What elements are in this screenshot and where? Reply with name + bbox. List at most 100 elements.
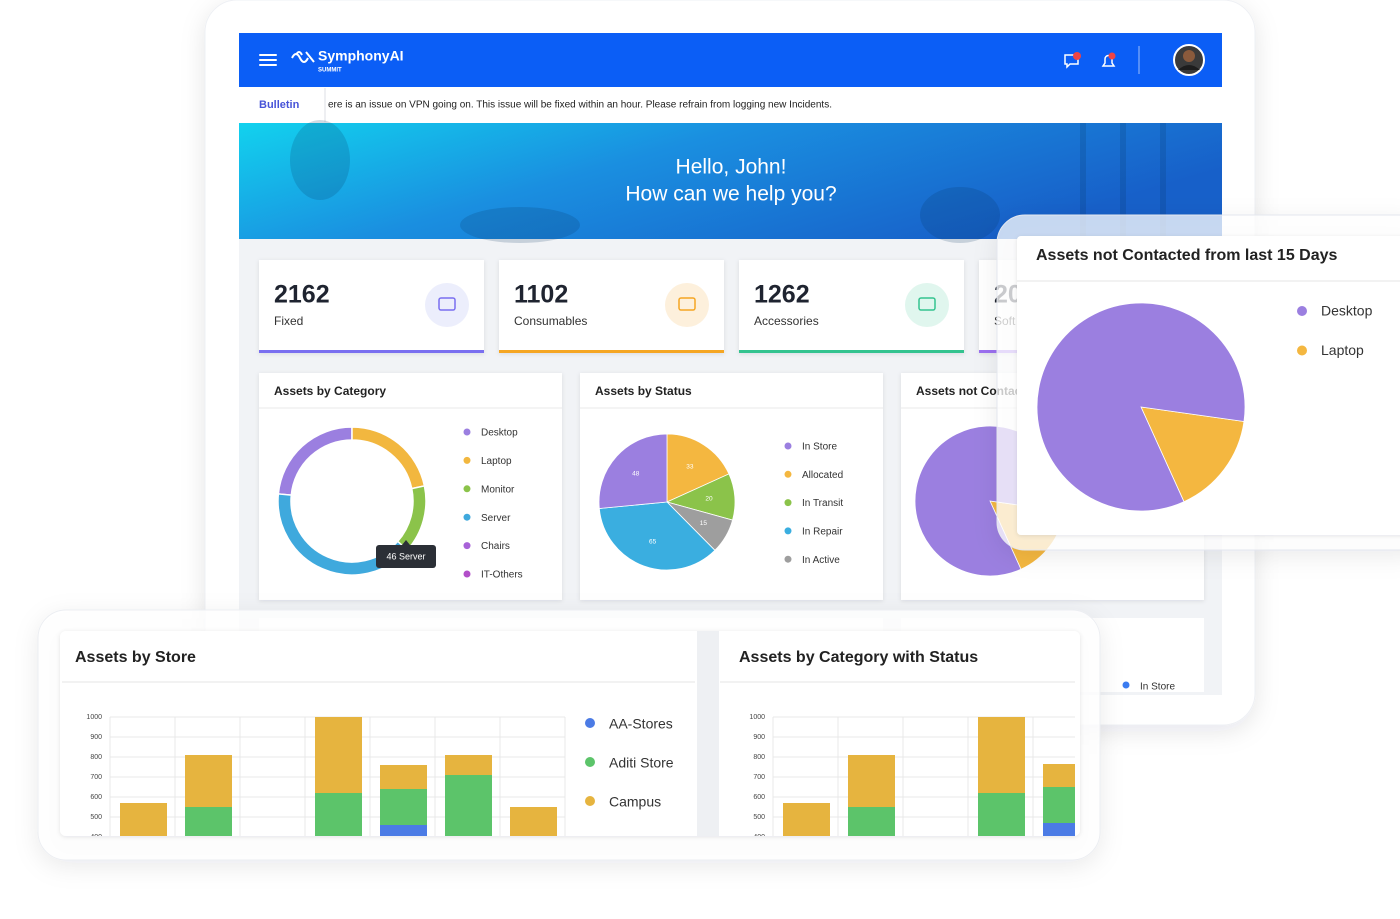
card-accent bbox=[739, 350, 964, 353]
menu-button[interactable] bbox=[259, 54, 277, 66]
overlay-card: Assets not Contacted from last 15 Days De… bbox=[996, 214, 1400, 551]
bar-segment bbox=[510, 807, 557, 836]
y-tick-label: 400 bbox=[90, 834, 102, 841]
legend-swatch bbox=[784, 442, 792, 450]
bar-segment bbox=[185, 807, 232, 836]
legend-label: Desktop bbox=[481, 428, 518, 439]
chart-title: Assets by Status bbox=[595, 384, 692, 398]
card-accent bbox=[499, 350, 724, 353]
y-tick-label: 700 bbox=[90, 774, 102, 781]
stat-icon bbox=[425, 283, 469, 327]
pie-slice bbox=[598, 433, 668, 509]
product: SUMMIT bbox=[318, 68, 342, 74]
bar-segment bbox=[978, 717, 1025, 793]
y-tick-label: 800 bbox=[90, 754, 102, 761]
data-label: 15 bbox=[700, 520, 708, 527]
avatar[interactable] bbox=[1173, 44, 1205, 76]
bulletin-bar bbox=[239, 87, 1222, 123]
bar-segment bbox=[380, 765, 427, 789]
stat-label: Consumables bbox=[514, 314, 587, 328]
bar-segment bbox=[315, 717, 362, 793]
overlay-card: Assets by Store 400 500 600 700 800 900 1000 AA-… bbox=[37, 609, 1101, 861]
legend-swatch bbox=[585, 796, 595, 806]
legend-label: In Store bbox=[1140, 682, 1175, 693]
y-tick-label: 700 bbox=[753, 774, 765, 781]
stat-card[interactable]: 1102 Consumables bbox=[499, 260, 724, 353]
data-label: 33 bbox=[686, 463, 694, 470]
y-tick-label: 900 bbox=[90, 734, 102, 741]
legend-label: Campus bbox=[609, 794, 661, 810]
pie-slice bbox=[598, 501, 716, 571]
legend-swatch bbox=[784, 470, 792, 478]
legend-swatch bbox=[463, 513, 471, 521]
bar-segment bbox=[120, 803, 167, 836]
tooltip bbox=[376, 545, 436, 568]
legend-label: Chairs bbox=[481, 541, 510, 552]
bar-segment bbox=[978, 793, 1025, 836]
bulletin-label: Bulletin bbox=[259, 99, 300, 111]
bar-segment bbox=[185, 755, 232, 807]
plot: 400 500 600 700 800 900 1000 bbox=[749, 714, 1075, 841]
legend-swatch bbox=[1297, 345, 1307, 356]
plot: 400 500 600 700 800 900 1000 bbox=[86, 714, 566, 841]
bar-segment bbox=[315, 793, 362, 836]
legend-swatch bbox=[463, 485, 471, 493]
panel-gap bbox=[697, 631, 719, 836]
legend-swatch bbox=[784, 527, 792, 535]
chart-title: Assets by Category bbox=[274, 384, 386, 398]
pie-slice bbox=[1036, 302, 1246, 512]
legend-swatch bbox=[585, 718, 595, 728]
legend-swatch bbox=[585, 757, 595, 767]
legend-swatch bbox=[784, 499, 792, 507]
bulletin-text: ere is an issue on VPN going on. This is… bbox=[328, 100, 832, 111]
stat-value: 1102 bbox=[514, 281, 568, 309]
legend-swatch bbox=[463, 456, 471, 464]
hero-decor bbox=[290, 120, 1166, 243]
stat-icon-glyph bbox=[678, 297, 696, 311]
stat-value: 2162 bbox=[274, 281, 330, 309]
legend-label: IT-Others bbox=[481, 570, 523, 581]
y-tick-label: 1000 bbox=[749, 714, 765, 721]
hero-prompt: How can we help you? bbox=[625, 183, 836, 206]
donut-segment bbox=[277, 493, 409, 576]
data-label: 65 bbox=[649, 538, 657, 545]
chart-title: Assets not Contacted from last 15 Days bbox=[1036, 247, 1338, 264]
tooltip-text: 46 Server bbox=[386, 551, 425, 561]
y-tick-label: 500 bbox=[90, 814, 102, 821]
legend-label: Aditi Store bbox=[609, 755, 674, 771]
stat-label: Fixed bbox=[274, 314, 303, 328]
legend-label: Laptop bbox=[1321, 342, 1364, 358]
legend-label: In Repair bbox=[802, 527, 843, 538]
legend-label: Laptop bbox=[481, 456, 512, 467]
bar-segment bbox=[1043, 787, 1075, 823]
legend-swatch bbox=[1297, 306, 1307, 316]
legend-swatch bbox=[463, 570, 471, 578]
bar-segment bbox=[1043, 764, 1075, 787]
legend-label: Desktop bbox=[1321, 303, 1373, 319]
bar-segment bbox=[848, 807, 895, 836]
y-tick-label: 400 bbox=[753, 834, 765, 841]
stat-card[interactable]: 2162 Fixed bbox=[259, 260, 484, 353]
legend-label: Monitor bbox=[481, 484, 515, 495]
legend-swatch bbox=[1122, 681, 1130, 689]
stat-icon bbox=[665, 283, 709, 327]
bar-segment bbox=[380, 789, 427, 825]
notification-icon[interactable] bbox=[1101, 52, 1116, 67]
stat-card[interactable]: 1262 Accessories bbox=[739, 260, 964, 353]
stat-icon-glyph bbox=[918, 297, 936, 311]
brand: SymphonyAI bbox=[318, 48, 404, 64]
legend-swatch bbox=[463, 428, 471, 436]
bar-segment bbox=[380, 825, 427, 836]
legend-label: In Active bbox=[802, 555, 840, 566]
top-bar bbox=[239, 33, 1222, 87]
stat-icon bbox=[905, 283, 949, 327]
chat-icon[interactable] bbox=[1064, 52, 1081, 69]
legend-label: In Transit bbox=[802, 498, 843, 509]
bar-segment bbox=[445, 775, 492, 836]
chart-title: Assets by Category with Status bbox=[739, 649, 978, 666]
data-label: 48 bbox=[632, 470, 640, 477]
chart-title: Assets by Store bbox=[75, 649, 196, 666]
logo-mark bbox=[291, 51, 315, 63]
